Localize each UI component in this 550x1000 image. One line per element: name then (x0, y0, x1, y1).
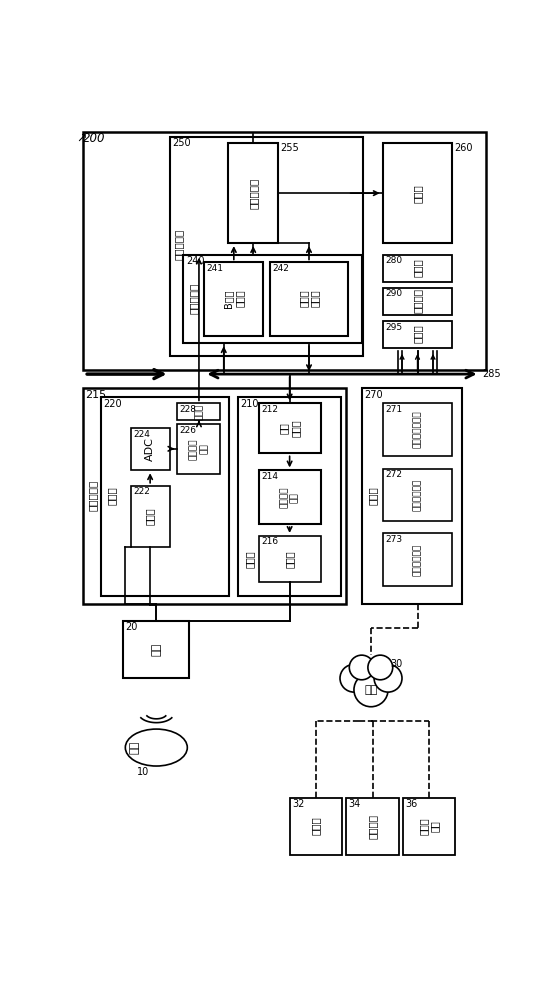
Bar (101, 397, 229, 596)
Bar (177, 424, 220, 474)
Text: 接收延迟
单元: 接收延迟 单元 (189, 438, 208, 460)
Text: 280: 280 (385, 256, 402, 265)
Bar (177, 403, 220, 420)
Text: 32: 32 (292, 799, 304, 809)
Text: 存储器: 存储器 (412, 258, 422, 277)
Text: 10: 10 (137, 767, 149, 777)
Text: 260: 260 (454, 143, 472, 153)
Text: 网络: 网络 (364, 685, 378, 695)
Text: 图像产生器: 图像产生器 (248, 178, 258, 209)
Bar (383, 288, 452, 315)
Text: 近距离通信模块: 近距离通信模块 (413, 411, 422, 448)
Text: 多普勒
处理器: 多普勒 处理器 (298, 290, 320, 307)
Text: 控制器: 控制器 (412, 325, 422, 343)
Text: 36: 36 (405, 799, 417, 809)
Bar (383, 469, 452, 521)
Text: 212: 212 (261, 405, 278, 414)
Bar (270, 262, 348, 336)
Text: 探头: 探头 (151, 642, 161, 656)
Text: 214: 214 (261, 472, 278, 481)
Bar (383, 143, 452, 243)
Text: 273: 273 (385, 535, 402, 544)
Text: ADC: ADC (145, 437, 155, 461)
Text: 服务器: 服务器 (311, 817, 321, 835)
Text: 272: 272 (385, 470, 402, 479)
Text: 加法器: 加法器 (195, 404, 204, 420)
Bar (82, 132, 486, 370)
Ellipse shape (125, 729, 188, 766)
Bar (123, 620, 189, 678)
Text: 发送延迟
单元: 发送延迟 单元 (280, 487, 299, 508)
Bar (362, 388, 463, 604)
Text: 通信器: 通信器 (367, 486, 377, 505)
Text: 242: 242 (273, 264, 289, 273)
Text: 便携式
终端: 便携式 终端 (419, 817, 440, 835)
Text: 20: 20 (125, 622, 138, 632)
Text: 285: 285 (482, 369, 500, 379)
Text: 270: 270 (364, 389, 383, 399)
Text: 241: 241 (207, 264, 224, 273)
Bar (383, 255, 452, 282)
Text: 30: 30 (390, 659, 403, 669)
Text: 输入装置: 输入装置 (412, 288, 422, 313)
Text: 34: 34 (349, 799, 361, 809)
Text: 210: 210 (240, 399, 258, 409)
Bar (131, 428, 169, 470)
Bar (403, 798, 455, 855)
Circle shape (374, 664, 402, 692)
Bar (258, 536, 321, 582)
Bar (82, 388, 346, 604)
Text: 医疗设备: 医疗设备 (367, 814, 377, 839)
Text: 移动通信模块: 移动通信模块 (413, 544, 422, 576)
Bar (258, 470, 321, 524)
Bar (290, 798, 342, 855)
Circle shape (340, 664, 368, 692)
Text: 脉冲
发生器: 脉冲 发生器 (279, 419, 300, 437)
Text: 图像处理器: 图像处理器 (174, 229, 184, 260)
Text: 224: 224 (133, 430, 150, 439)
Text: 放大器: 放大器 (145, 508, 155, 525)
Circle shape (349, 655, 374, 680)
Bar (131, 486, 169, 547)
Text: 显示器: 显示器 (412, 184, 422, 203)
Text: 290: 290 (385, 289, 402, 298)
Text: 220: 220 (103, 399, 122, 409)
Text: 222: 222 (133, 487, 150, 496)
Text: 216: 216 (261, 537, 278, 546)
Bar (383, 403, 452, 456)
Bar (383, 321, 452, 348)
Text: 271: 271 (385, 405, 402, 414)
Circle shape (354, 673, 388, 707)
Bar (169, 137, 363, 356)
Text: 超声收发器: 超声收发器 (88, 480, 98, 511)
Text: 215: 215 (85, 389, 106, 399)
Text: 数据处理器: 数据处理器 (189, 283, 199, 314)
Text: 脉冲器: 脉冲器 (285, 550, 295, 568)
Text: 对象: 对象 (130, 741, 140, 754)
Text: 发送器: 发送器 (244, 550, 254, 568)
Bar (383, 533, 452, 586)
Text: 有线通信模块: 有线通信模块 (413, 479, 422, 511)
Bar (258, 403, 321, 453)
Bar (205, 262, 262, 336)
Bar (184, 255, 362, 343)
Text: 226: 226 (179, 426, 196, 435)
Text: B模式
处理器: B模式 处理器 (223, 289, 245, 308)
Text: 255: 255 (280, 143, 299, 153)
Text: 200: 200 (82, 132, 105, 145)
Circle shape (368, 655, 393, 680)
Bar (346, 798, 399, 855)
Bar (238, 397, 341, 596)
Text: ↗: ↗ (76, 132, 87, 145)
Text: 228: 228 (179, 405, 196, 414)
Text: 接收器: 接收器 (107, 486, 117, 505)
Bar (228, 143, 278, 243)
Text: 240: 240 (186, 256, 204, 266)
Text: 250: 250 (172, 138, 190, 148)
Text: 295: 295 (385, 323, 402, 332)
